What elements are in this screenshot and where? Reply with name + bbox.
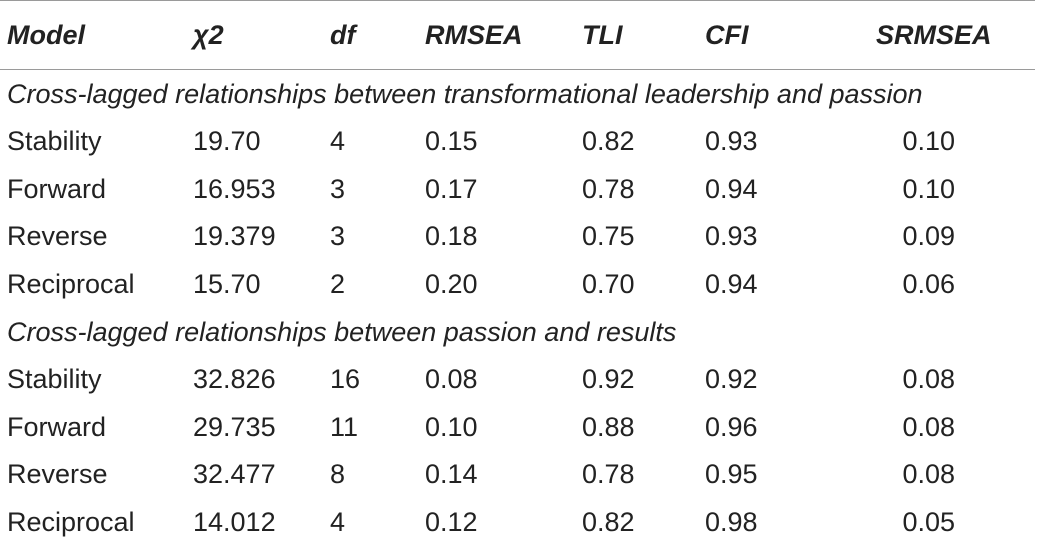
cell-df: 11 <box>330 411 359 442</box>
cell-chi2: 14.012 <box>193 506 276 537</box>
cell-df: 3 <box>330 221 346 252</box>
cell-chi2: 15.70 <box>193 268 261 299</box>
cell-cfi: 0.94 <box>705 268 758 299</box>
cell-rmsea: 0.10 <box>425 411 478 442</box>
cell-tli: 0.82 <box>582 506 635 537</box>
cell-rmsea: 0.15 <box>425 126 478 157</box>
header-row: Model χ2 df RMSEA TLI CFI SRMSEA <box>0 0 1035 70</box>
cell-srmsea: 0.10 <box>902 173 955 204</box>
cell-model: Reverse <box>7 459 108 490</box>
cell-tli: 0.78 <box>582 459 635 490</box>
cell-model: Stability <box>7 126 102 157</box>
cell-cfi: 0.93 <box>705 221 758 252</box>
cell-df: 8 <box>330 459 346 490</box>
table-row: Reverse 32.477 8 0.14 0.78 0.95 0.08 <box>0 451 1035 499</box>
table-body: Cross-lagged relationships between trans… <box>0 70 1035 547</box>
table-row: Reverse 19.379 3 0.18 0.75 0.93 0.09 <box>0 213 1035 261</box>
cell-cfi: 0.98 <box>705 506 758 537</box>
section-title: Cross-lagged relationships between trans… <box>7 78 923 109</box>
cell-chi2: 19.379 <box>193 221 276 252</box>
cell-chi2: 16.953 <box>193 173 276 204</box>
section-title: Cross-lagged relationships between passi… <box>7 316 677 347</box>
header-cfi: CFI <box>705 0 815 70</box>
cell-model: Stability <box>7 364 102 395</box>
cell-tli: 0.82 <box>582 126 635 157</box>
cell-model: Reciprocal <box>7 506 135 537</box>
header-tli: TLI <box>582 0 705 70</box>
table-header: Model χ2 df RMSEA TLI CFI SRMSEA <box>0 0 1035 70</box>
cell-rmsea: 0.14 <box>425 459 478 490</box>
cell-rmsea: 0.18 <box>425 221 478 252</box>
cell-df: 16 <box>330 364 361 395</box>
cell-tli: 0.88 <box>582 411 635 442</box>
cell-srmsea: 0.06 <box>902 268 955 299</box>
table-row: Forward 16.953 3 0.17 0.78 0.94 0.10 <box>0 166 1035 214</box>
cell-cfi: 0.92 <box>705 364 758 395</box>
table-row: Stability 19.70 4 0.15 0.82 0.93 0.10 <box>0 118 1035 166</box>
header-model: Model <box>0 0 190 70</box>
cell-df: 3 <box>330 173 346 204</box>
cell-df: 4 <box>330 126 346 157</box>
cell-srmsea: 0.05 <box>902 506 955 537</box>
cell-chi2: 19.70 <box>193 126 261 157</box>
cell-model: Forward <box>7 411 107 442</box>
cell-srmsea: 0.08 <box>902 411 955 442</box>
cell-model: Forward <box>7 173 107 204</box>
header-rmsea: RMSEA <box>425 0 582 70</box>
table-row: Forward 29.735 11 0.10 0.88 0.96 0.08 <box>0 404 1035 452</box>
cell-chi2: 32.477 <box>193 459 276 490</box>
section-heading-row: Cross-lagged relationships between passi… <box>0 308 1035 356</box>
cell-tli: 0.75 <box>582 221 635 252</box>
model-fit-table-container: Model χ2 df RMSEA TLI CFI SRMSEA Cross-l… <box>0 0 1035 547</box>
header-srmsea: SRMSEA <box>815 0 1035 70</box>
cell-cfi: 0.96 <box>705 411 758 442</box>
cell-cfi: 0.93 <box>705 126 758 157</box>
cell-model: Reverse <box>7 221 108 252</box>
cell-tli: 0.78 <box>582 173 635 204</box>
cell-rmsea: 0.20 <box>425 268 478 299</box>
cell-rmsea: 0.12 <box>425 506 478 537</box>
cell-tli: 0.70 <box>582 268 635 299</box>
cell-chi2: 29.735 <box>193 411 276 442</box>
model-fit-table: Model χ2 df RMSEA TLI CFI SRMSEA Cross-l… <box>0 0 1035 547</box>
cell-tli: 0.92 <box>582 364 635 395</box>
cell-srmsea: 0.08 <box>902 364 955 395</box>
header-df: df <box>330 0 425 70</box>
header-chi2: χ2 <box>190 0 330 70</box>
cell-df: 2 <box>330 268 346 299</box>
cell-cfi: 0.95 <box>705 459 758 490</box>
cell-model: Reciprocal <box>7 268 135 299</box>
cell-df: 4 <box>330 506 346 537</box>
table-row: Reciprocal 14.012 4 0.12 0.82 0.98 0.05 <box>0 499 1035 547</box>
cell-srmsea: 0.09 <box>902 221 955 252</box>
cell-chi2: 32.826 <box>193 364 276 395</box>
section-heading-row: Cross-lagged relationships between trans… <box>0 70 1035 119</box>
cell-srmsea: 0.10 <box>902 126 955 157</box>
cell-rmsea: 0.08 <box>425 364 478 395</box>
cell-cfi: 0.94 <box>705 173 758 204</box>
cell-srmsea: 0.08 <box>902 459 955 490</box>
table-row: Reciprocal 15.70 2 0.20 0.70 0.94 0.06 <box>0 261 1035 309</box>
table-row: Stability 32.826 16 0.08 0.92 0.92 0.08 <box>0 356 1035 404</box>
cell-rmsea: 0.17 <box>425 173 478 204</box>
